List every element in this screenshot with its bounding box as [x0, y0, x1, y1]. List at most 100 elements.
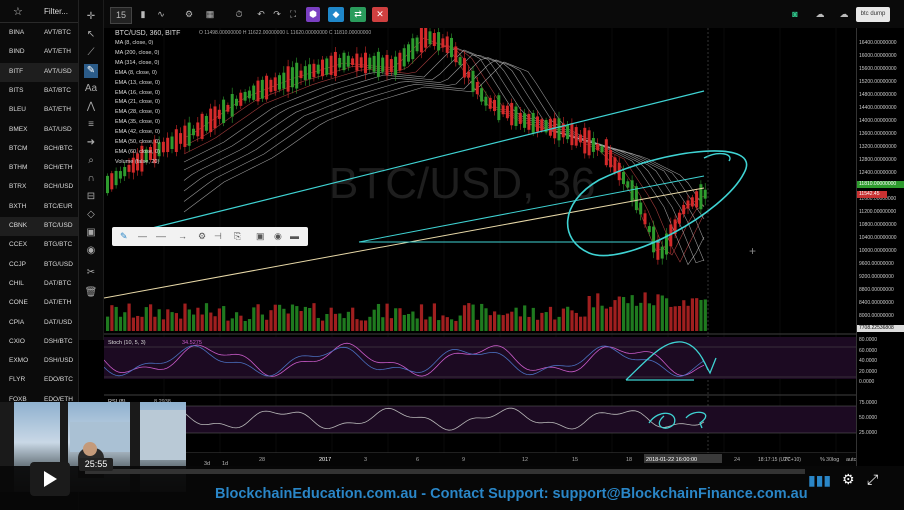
volume-icon[interactable]: ▮▮▮	[808, 472, 832, 488]
undo-icon[interactable]: ↶	[257, 9, 265, 19]
redo-icon[interactable]: ↷	[273, 9, 281, 19]
market-row[interactable]: CBNK BTC/USD	[0, 217, 78, 236]
market-row[interactable]: EXMO DSH/USD	[0, 352, 78, 371]
market-row[interactable]: CONE DAT/ETH	[0, 294, 78, 313]
play-button[interactable]	[30, 462, 70, 496]
fullscreen-video-icon[interactable]: ⤢	[867, 471, 879, 487]
stoch-annotation[interactable]	[625, 341, 717, 381]
market-row[interactable]: CHIL DAT/BTC	[0, 275, 78, 294]
indicator-label[interactable]: EMA (16, close, 0)	[115, 89, 160, 96]
market-row[interactable]: FOXB EDO/ETH	[0, 391, 78, 410]
market-row[interactable]: BITS BAT/BTC	[0, 82, 78, 101]
lower-trendline[interactable]	[358, 175, 705, 243]
magnet-icon[interactable]: ∩	[87, 173, 95, 184]
pen-tool-icon[interactable]: ✎	[84, 64, 98, 78]
trade-icon[interactable]: ⇄	[350, 7, 366, 22]
layout-name-button[interactable]: btc dump	[856, 7, 890, 22]
line-style-icon[interactable]: —	[138, 231, 147, 241]
indicator-label[interactable]: EMA (42, close, 0)	[115, 129, 160, 136]
draw-settings-icon[interactable]: ⚙	[198, 231, 207, 241]
market-row[interactable]: BTHM BCH/ETH	[0, 159, 78, 178]
rsi-annotation[interactable]	[648, 411, 707, 429]
zoom-icon[interactable]: ⌕	[88, 155, 94, 166]
compare-icon[interactable]: ▦	[205, 9, 215, 19]
lock-icon[interactable]: ▣	[86, 227, 96, 238]
dash-style-icon[interactable]: ‒‒	[156, 231, 167, 241]
indicator-label[interactable]: EMA (35, close, 0)	[115, 119, 160, 126]
candle-type-icon[interactable]: ▮	[140, 9, 146, 19]
indicator-label[interactable]: EMA (50, close, 0)	[115, 139, 160, 145]
indicator-label[interactable]: EMA (28, close, 0)	[115, 109, 160, 116]
market-row[interactable]: FLYR EDO/BTC	[0, 371, 78, 390]
indicator-label[interactable]: MA (200, close, 0)	[115, 49, 160, 56]
price-axis[interactable]: 16400.00000000 16000.00000000 15600.000000…	[856, 28, 904, 468]
ruler-icon[interactable]: ⊟	[86, 191, 96, 202]
market-row[interactable]: BTRX BCH/USD	[0, 178, 78, 197]
draw-lock-icon[interactable]: ▣	[256, 231, 265, 241]
crosshair-icon[interactable]: ✛	[86, 11, 96, 22]
alert-icon[interactable]: ⏱	[235, 9, 243, 19]
indicator-label[interactable]: EMA (60, close, 0)	[115, 148, 160, 155]
auto-button[interactable]: auto	[846, 457, 856, 463]
candle-body	[260, 79, 264, 99]
volume-bar	[626, 303, 630, 331]
drawn-ellipse[interactable]	[566, 150, 748, 257]
trash-icon[interactable]: 🗑	[84, 287, 98, 298]
text-tool-icon[interactable]: Aa	[84, 83, 98, 94]
indicator-icon[interactable]: ∿	[157, 9, 165, 19]
video-progress[interactable]	[85, 469, 805, 474]
market-row[interactable]: CPIA DAT/USD	[0, 314, 78, 333]
indicator-label[interactable]: EMA (21, close, 0)	[115, 99, 160, 106]
trendline-icon[interactable]: ⟋	[87, 47, 95, 58]
price-chart[interactable]: BTC/USD, 36 + Stoch (10, 5, 3) 34.5275 R…	[104, 28, 856, 468]
candle-body	[187, 122, 191, 146]
eye-icon[interactable]: ◉	[86, 245, 96, 256]
filter-input[interactable]: Filter...	[44, 7, 69, 16]
range-button[interactable]: 3d	[204, 461, 210, 467]
cloud-icon[interactable]: ☁	[815, 9, 825, 19]
upper-trendline[interactable]	[131, 90, 705, 234]
indicator-label[interactable]: EMA (13, close, 0)	[115, 79, 160, 86]
market-row[interactable]: BITF AVT/USD	[0, 62, 78, 82]
percent-button[interactable]: %	[820, 457, 825, 463]
range-button[interactable]: 1d	[222, 461, 228, 467]
market-row[interactable]: CCJP BTG/USD	[0, 256, 78, 275]
market-row[interactable]: BLEU BAT/ETH	[0, 101, 78, 120]
star-icon[interactable]: ☆	[13, 6, 23, 18]
indicator-label[interactable]: MA (314, close, 0)	[115, 59, 160, 66]
market-row[interactable]: BXTH BTC/EUR	[0, 198, 78, 217]
market-row[interactable]: BINA AVT/BTC	[0, 24, 78, 43]
layout-cloud-icon[interactable]: ☁	[839, 9, 849, 19]
camera-icon[interactable]: ◙	[792, 9, 798, 19]
volume-bar	[613, 300, 617, 331]
close-trade-icon[interactable]: ✕	[372, 7, 388, 22]
arrow-tool-icon[interactable]: ➜	[86, 137, 96, 148]
candle-body	[389, 59, 393, 73]
market-row[interactable]: BIND AVT/ETH	[0, 43, 78, 62]
settings-gear-icon[interactable]: ⚙	[184, 9, 194, 19]
align-icon[interactable]: ⊣	[214, 231, 222, 241]
indicator-label[interactable]: Volume (false, 20)	[115, 158, 160, 165]
market-row[interactable]: CXIO DSH/BTC	[0, 333, 78, 352]
draw-trash-icon[interactable]: ▬	[290, 231, 299, 241]
scissors-icon[interactable]: ✂	[86, 267, 96, 278]
log-button[interactable]: log	[832, 457, 839, 463]
fullscreen-icon[interactable]: ⛶	[289, 9, 297, 19]
indicator-label[interactable]: MA (8, close, 0)	[115, 40, 154, 46]
draw-eye-icon[interactable]: ◉	[274, 231, 282, 241]
interval-select[interactable]: 15	[110, 7, 132, 24]
fib-tool-icon[interactable]: ≡	[88, 119, 94, 130]
market-row[interactable]: BTCM BCH/BTC	[0, 140, 78, 159]
arrow-style-icon[interactable]: →	[178, 231, 187, 241]
pencil-icon[interactable]: ✎	[120, 231, 128, 241]
pattern-tool-icon[interactable]: ⋀	[86, 101, 96, 112]
clone-icon[interactable]: ⎘	[234, 231, 242, 241]
template-icon[interactable]: ⬢	[306, 7, 320, 22]
indicator-label[interactable]: EMA (8, close, 0)	[115, 69, 157, 76]
market-row[interactable]: CCEX BTG/BTC	[0, 236, 78, 255]
eraser-icon[interactable]: ◇	[87, 209, 95, 220]
cursor-icon[interactable]: ↖	[86, 29, 96, 40]
market-row[interactable]: BMEX BAT/USD	[0, 121, 78, 140]
settings-icon[interactable]: ⚙	[842, 471, 855, 487]
broadcast-icon[interactable]: ◆	[328, 7, 344, 22]
